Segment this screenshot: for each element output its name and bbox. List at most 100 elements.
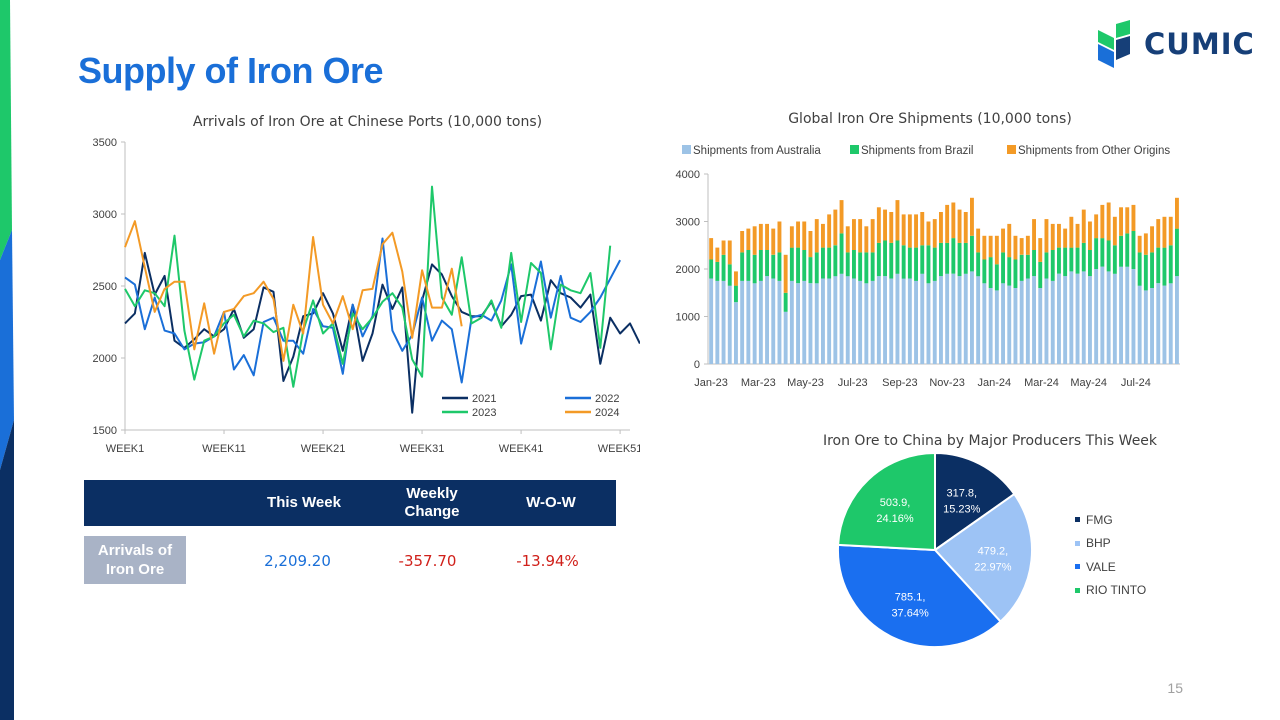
x-tick-label: Jul-24 — [1121, 377, 1151, 389]
bar-segment-2 — [1168, 216, 1173, 246]
pie-legend-label: BHP — [1086, 536, 1111, 551]
bar-segment-2 — [957, 209, 962, 243]
bar-segment-2 — [914, 214, 918, 248]
bar-segment-2 — [721, 240, 726, 255]
bar-segment-1 — [945, 242, 950, 274]
bar-segment-1 — [783, 292, 788, 312]
pie-legend: FMG BHP VALE RIO TINTO — [1075, 508, 1146, 602]
bar-segment-2 — [1100, 204, 1105, 239]
legend-label-2024: 2024 — [595, 407, 619, 419]
bar-segment-1 — [1044, 252, 1049, 279]
bar-segment-0 — [1063, 276, 1068, 364]
bar-segment-2 — [1057, 223, 1061, 248]
bar-segment-2 — [1175, 197, 1179, 229]
bar-segment-1 — [920, 245, 925, 274]
bar-segment-2 — [920, 212, 925, 246]
bar-segment-1 — [771, 254, 776, 279]
bar-segment-2 — [1162, 216, 1167, 248]
bar-segment-0 — [1007, 285, 1012, 364]
bar-segment-1 — [796, 247, 800, 284]
pie-legend-item: FMG — [1075, 508, 1146, 532]
bar-segment-1 — [765, 250, 769, 277]
bar-segment-2 — [1032, 219, 1036, 250]
bar-segment-2 — [951, 202, 956, 239]
bar-segment-0 — [920, 273, 925, 365]
bar-segment-2 — [932, 219, 937, 248]
bar-segment-0 — [883, 276, 887, 364]
bar-segment-2 — [1075, 223, 1080, 248]
bar-segment-0 — [976, 276, 981, 364]
bar-segment-0 — [1032, 276, 1036, 364]
bar-segment-0 — [1131, 269, 1136, 364]
bar-segment-2 — [771, 228, 776, 255]
bar-segment-1 — [746, 250, 751, 281]
y-tick-label: 3000 — [676, 217, 700, 229]
bar-segment-2 — [994, 235, 999, 265]
pie-label-percent: 37.64% — [891, 608, 929, 620]
bar-segment-1 — [1081, 242, 1086, 272]
bar-segment-0 — [833, 276, 838, 364]
legend-label-2021: 2021 — [472, 393, 496, 405]
bar-segment-2 — [1094, 214, 1099, 239]
legend-label-2023: 2023 — [472, 407, 496, 419]
bar-segment-1 — [963, 242, 968, 274]
bar-segment-1 — [957, 242, 962, 277]
bar-segment-2 — [1019, 238, 1024, 255]
bar-segment-1 — [1112, 245, 1117, 274]
pie-slice-bhp — [933, 492, 1034, 624]
bar-segment-2 — [1131, 204, 1136, 231]
bar-segment-1 — [895, 240, 900, 274]
bar-segment-1 — [1075, 247, 1080, 274]
bar-segment-0 — [1106, 271, 1111, 364]
bar-segment-0 — [858, 280, 863, 364]
pie-label-value: 785.1, — [895, 592, 926, 604]
bar-segment-2 — [796, 221, 800, 248]
x-tick-label: WEEK41 — [499, 443, 544, 455]
value-wow: -13.94% — [516, 552, 579, 570]
bar-segment-2 — [1050, 223, 1055, 250]
bar-segment-0 — [901, 278, 906, 364]
x-tick-label: Jan-24 — [977, 377, 1011, 389]
bar-segment-1 — [1137, 252, 1142, 286]
x-tick-label: Sep-23 — [882, 377, 917, 389]
col-header-this-week: This Week — [267, 494, 341, 511]
bar-segment-0 — [789, 280, 794, 364]
bar-segment-1 — [1088, 250, 1092, 277]
bar-segment-2 — [988, 235, 993, 258]
bar-segment-1 — [1156, 247, 1161, 284]
bar-segment-2 — [939, 212, 943, 243]
bar-segment-2 — [709, 238, 714, 260]
bar-segment-1 — [821, 247, 825, 279]
bar-segment-2 — [746, 228, 751, 250]
bar-segment-2 — [715, 247, 720, 262]
bar-segment-2 — [982, 235, 987, 260]
bar-segment-1 — [709, 259, 714, 279]
x-tick-label: Mar-23 — [741, 377, 776, 389]
value-weekly-change: -357.70 — [398, 552, 457, 570]
x-tick-label: WEEK31 — [400, 443, 445, 455]
bar-segment-2 — [752, 226, 757, 255]
bar-segment-0 — [970, 271, 974, 364]
bar-segment-0 — [746, 280, 751, 364]
shipments-bar-chart: Shipments from Australia Shipments from B… — [676, 145, 1180, 389]
bar-segment-2 — [1013, 235, 1018, 260]
bar-segment-1 — [1069, 247, 1074, 272]
bar-segment-1 — [976, 252, 981, 277]
bar-segment-0 — [914, 280, 918, 364]
bar-segment-1 — [1119, 235, 1123, 267]
bar-segment-1 — [1038, 261, 1043, 288]
bar-segment-0 — [1057, 273, 1061, 365]
series-line-2023 — [124, 185, 612, 388]
bar-segment-0 — [994, 290, 999, 364]
bar-segment-0 — [870, 280, 875, 364]
col-header-wow: W-O-W — [526, 494, 576, 511]
bar-segment-0 — [758, 280, 763, 364]
pie-legend-item: VALE — [1075, 555, 1146, 579]
bar-segment-0 — [765, 276, 769, 364]
bar-segment-2 — [1001, 228, 1005, 253]
series-line-2024 — [124, 220, 463, 362]
bar-segment-2 — [765, 223, 769, 250]
bar-segment-2 — [839, 200, 844, 234]
bar-segment-2 — [808, 231, 813, 258]
bar-segment-0 — [957, 276, 962, 364]
